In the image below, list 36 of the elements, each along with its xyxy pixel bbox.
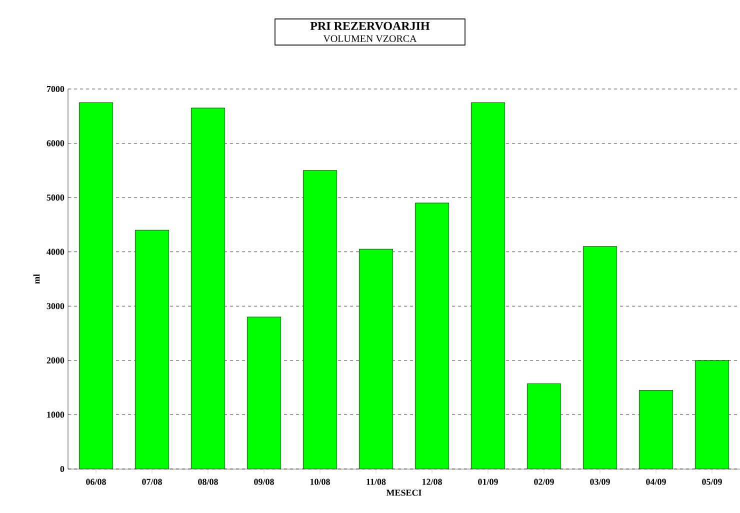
x-tick-label: 12/08 bbox=[422, 478, 442, 485]
bar bbox=[583, 246, 617, 469]
y-tick-label: 5000 bbox=[46, 194, 64, 201]
bar bbox=[639, 390, 673, 469]
bar bbox=[359, 249, 393, 469]
x-tick-label: 04/09 bbox=[646, 478, 666, 485]
y-tick-label: 6000 bbox=[46, 140, 64, 146]
bar bbox=[79, 102, 113, 469]
y-tick-label: 7000 bbox=[46, 86, 64, 92]
y-tick-label: 3000 bbox=[46, 303, 64, 310]
bar bbox=[471, 102, 505, 469]
bar bbox=[694, 360, 729, 469]
x-axis-title: MESECI bbox=[386, 490, 422, 496]
bar bbox=[527, 384, 561, 469]
bar bbox=[247, 316, 281, 469]
bar bbox=[303, 170, 337, 469]
bar bbox=[415, 202, 449, 469]
y-tick-label: 2000 bbox=[46, 357, 64, 364]
bar bbox=[191, 108, 225, 469]
x-tick-label: 05/09 bbox=[702, 478, 722, 485]
chart-subtitle: VOLUMEN VZORCA bbox=[323, 35, 417, 42]
x-tick-label: 11/08 bbox=[366, 478, 386, 485]
x-tick-label: 01/09 bbox=[478, 478, 498, 485]
x-tick-label: 03/09 bbox=[590, 478, 610, 485]
x-tick-label: 09/08 bbox=[254, 478, 274, 485]
y-tick-label: 1000 bbox=[47, 412, 64, 418]
x-tick-label: 06/08 bbox=[86, 478, 106, 485]
x-tick-label: 02/09 bbox=[534, 478, 554, 485]
chart-title: PRI REZERVOARJIH bbox=[310, 22, 430, 30]
x-tick-label: 07/08 bbox=[142, 478, 162, 485]
x-tick-label: 10/08 bbox=[310, 478, 330, 485]
y-tick-label: 4000 bbox=[46, 248, 64, 255]
bar bbox=[135, 230, 169, 469]
y-axis-title: ml bbox=[33, 274, 40, 284]
x-tick-label: 08/08 bbox=[198, 478, 218, 485]
y-tick-label: 0 bbox=[60, 466, 64, 472]
